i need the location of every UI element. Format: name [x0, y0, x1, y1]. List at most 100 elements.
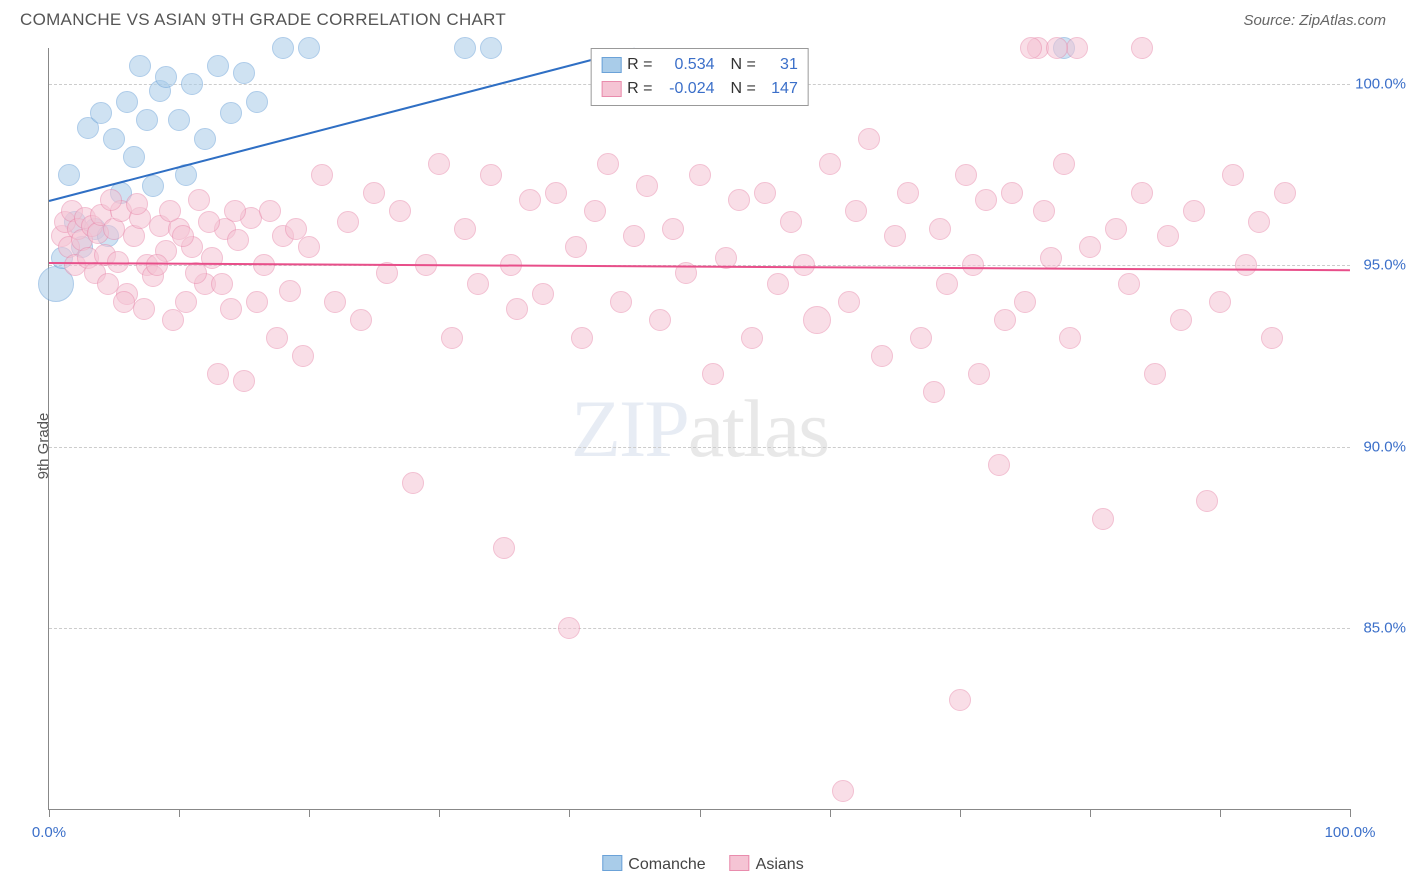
data-point	[123, 146, 145, 168]
data-point	[311, 164, 333, 186]
data-point	[1261, 327, 1283, 349]
data-point	[350, 309, 372, 331]
source-label: Source: ZipAtlas.com	[1243, 12, 1386, 29]
data-point	[129, 55, 151, 77]
data-point	[994, 309, 1016, 331]
y-tick-label: 85.0%	[1354, 619, 1406, 636]
data-point	[324, 291, 346, 313]
data-point	[194, 128, 216, 150]
data-point	[363, 182, 385, 204]
legend-item: Asians	[730, 855, 804, 874]
data-point	[923, 381, 945, 403]
x-tick	[439, 809, 440, 817]
data-point	[337, 211, 359, 233]
grid-line	[49, 628, 1350, 629]
data-point	[910, 327, 932, 349]
data-point	[929, 218, 951, 240]
data-point	[988, 454, 1010, 476]
data-point	[246, 291, 268, 313]
data-point	[146, 254, 168, 276]
watermark-part1: ZIP	[571, 383, 688, 474]
x-tick	[309, 809, 310, 817]
legend-swatch	[601, 81, 621, 97]
watermark-part2: atlas	[688, 383, 828, 474]
scatter-chart: ZIPatlas R =0.534N =31R =-0.024N =147 85…	[48, 48, 1350, 810]
data-point	[662, 218, 684, 240]
data-point	[1014, 291, 1036, 313]
correlation-legend: R =0.534N =31R =-0.024N =147	[590, 48, 809, 106]
data-point	[623, 225, 645, 247]
r-value: 0.534	[659, 53, 715, 77]
data-point	[480, 164, 502, 186]
data-point	[636, 175, 658, 197]
data-point	[897, 182, 919, 204]
data-point	[838, 291, 860, 313]
data-point	[168, 109, 190, 131]
data-point	[1046, 37, 1068, 59]
data-point	[298, 236, 320, 258]
data-point	[220, 298, 242, 320]
data-point	[767, 273, 789, 295]
data-point	[1118, 273, 1140, 295]
data-point	[198, 211, 220, 233]
data-point	[741, 327, 763, 349]
data-point	[207, 363, 229, 385]
data-point	[159, 200, 181, 222]
data-point	[1001, 182, 1023, 204]
data-point	[506, 298, 528, 320]
data-point	[233, 62, 255, 84]
x-tick	[1220, 809, 1221, 817]
data-point	[162, 309, 184, 331]
data-point	[480, 37, 502, 59]
data-point	[1144, 363, 1166, 385]
data-point	[389, 200, 411, 222]
data-point	[126, 193, 148, 215]
data-point	[955, 164, 977, 186]
data-point	[253, 254, 275, 276]
data-point	[1183, 200, 1205, 222]
data-point	[1105, 218, 1127, 240]
data-point	[227, 229, 249, 251]
legend-row: R =0.534N =31	[601, 53, 798, 77]
data-point	[90, 102, 112, 124]
x-tick	[700, 809, 701, 817]
data-point	[584, 200, 606, 222]
data-point	[1020, 37, 1042, 59]
x-tick	[1350, 809, 1351, 817]
data-point	[1274, 182, 1296, 204]
chart-header: COMANCHE VS ASIAN 9TH GRADE CORRELATION …	[0, 0, 1406, 36]
data-point	[441, 327, 463, 349]
data-point	[1066, 37, 1088, 59]
data-point	[100, 189, 122, 211]
data-point	[1196, 490, 1218, 512]
data-point	[493, 537, 515, 559]
data-point	[58, 164, 80, 186]
data-point	[279, 280, 301, 302]
watermark: ZIPatlas	[571, 382, 828, 476]
data-point	[962, 254, 984, 276]
data-point	[1248, 211, 1270, 233]
data-point	[1079, 236, 1101, 258]
series-legend: ComancheAsians	[602, 855, 803, 874]
data-point	[968, 363, 990, 385]
data-point	[97, 273, 119, 295]
data-point	[266, 327, 288, 349]
y-tick-label: 100.0%	[1354, 76, 1406, 93]
data-point	[116, 91, 138, 113]
n-value: 147	[762, 77, 798, 101]
data-point	[1053, 153, 1075, 175]
data-point	[597, 153, 619, 175]
grid-line	[49, 447, 1350, 448]
data-point	[519, 189, 541, 211]
x-tick	[1090, 809, 1091, 817]
data-point	[133, 298, 155, 320]
data-point	[292, 345, 314, 367]
data-point	[832, 780, 854, 802]
data-point	[211, 273, 233, 295]
legend-swatch	[602, 855, 622, 871]
data-point	[224, 200, 246, 222]
data-point	[428, 153, 450, 175]
data-point	[565, 236, 587, 258]
data-point	[858, 128, 880, 150]
data-point	[155, 66, 177, 88]
